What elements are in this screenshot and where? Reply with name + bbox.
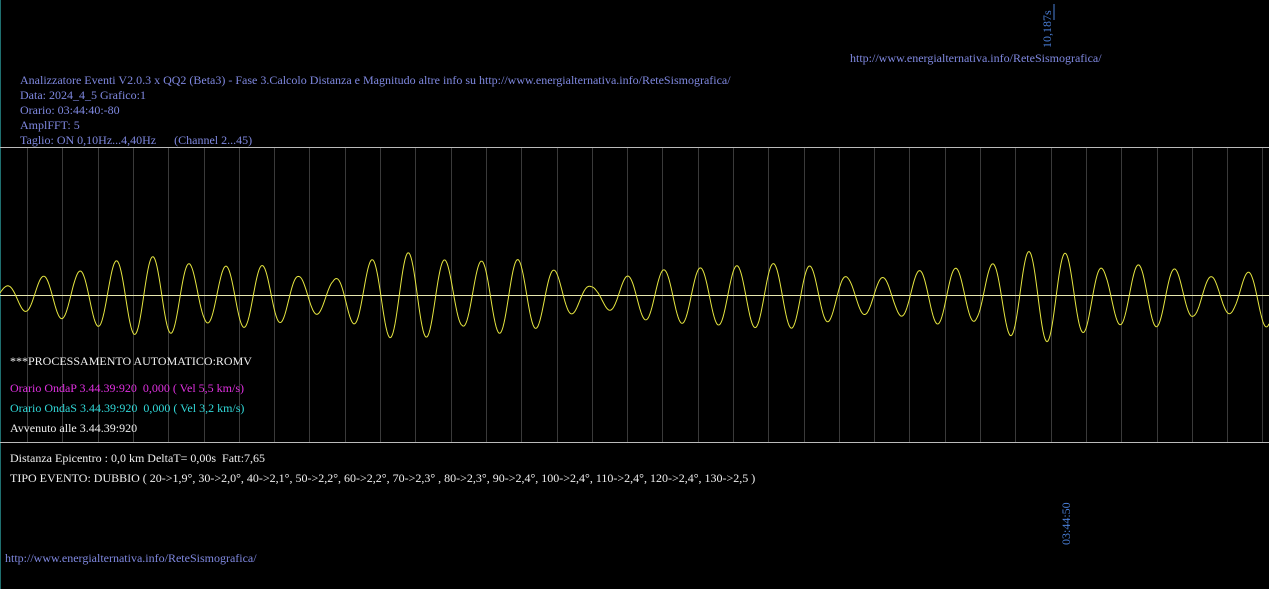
info-time: Orario: 03:44:40:-80 [20, 103, 120, 117]
waveform [0, 250, 1269, 343]
link[interactable]: http://www.energialternativa.info/ReteSi… [5, 551, 257, 565]
info-ampl: AmplFFT: 5 [20, 118, 80, 132]
info-title: Analizzatore Eventi V2.0.3 x QQ2 (Beta3)… [20, 73, 731, 87]
link[interactable]: http://www.energialternativa.info/ReteSi… [850, 51, 1102, 65]
occurred: Avvenuto alle 3.44.39:920 [10, 421, 137, 435]
event-type: TIPO EVENTO: DUBBIO ( 20->1,9°, 30->2,0°… [10, 471, 755, 485]
info-filter: Taglio: ON 0,10Hz...4,40Hz (Channel 2...… [20, 133, 252, 147]
processing-header: ***PROCESSAMENTO AUTOMATICO:ROMV [10, 354, 252, 368]
distance: Distanza Epicentro : 0,0 km DeltaT= 0,00… [10, 451, 265, 465]
p-wave: Orario OndaP 3.44.39:920 0,000 ( Vel 5,5… [10, 381, 244, 395]
s-wave: Orario OndaS 3.44.39:920 0,000 ( Vel 3,2… [10, 401, 244, 415]
time-marker: 10,187s [1040, 10, 1054, 48]
time-marker: 03:44:50 [1059, 502, 1073, 545]
info-date: Data: 2024_4_5 Grafico:1 [20, 88, 146, 102]
